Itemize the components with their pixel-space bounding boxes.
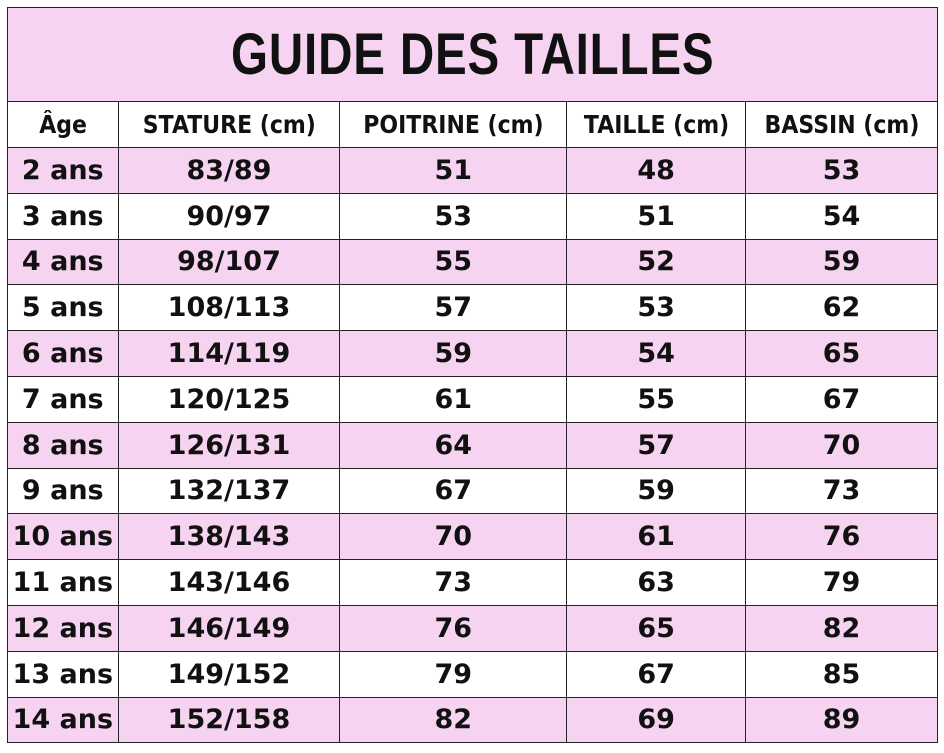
column-header-bassin: BASSIN (cm): [745, 101, 938, 148]
cell-age: 3 ans: [7, 192, 119, 240]
table-row: 5 ans 108/113 57 53 62: [7, 284, 938, 332]
cell-poitrine: 76: [339, 604, 568, 652]
table-row: 4 ans 98/107 55 52 59: [7, 238, 938, 286]
cell-age: 7 ans: [7, 375, 119, 423]
cell-bassin: 59: [745, 238, 938, 286]
table-row: 13 ans 149/152 79 67 85: [7, 650, 938, 698]
cell-poitrine: 57: [339, 284, 568, 332]
cell-age: 14 ans: [7, 696, 119, 744]
cell-poitrine: 55: [339, 238, 568, 286]
cell-taille: 52: [566, 238, 747, 286]
cell-stature: 126/131: [117, 421, 341, 469]
cell-age: 4 ans: [7, 238, 119, 286]
cell-bassin: 54: [745, 192, 938, 240]
column-header-stature: STATURE (cm): [117, 101, 341, 148]
cell-stature: 98/107: [117, 238, 341, 286]
cell-stature: 143/146: [117, 559, 341, 606]
cell-poitrine: 51: [339, 147, 568, 194]
header-row: Âge STATURE (cm) POITRINE (cm) TAILLE (cm) B…: [7, 101, 938, 148]
cell-bassin: 82: [745, 604, 938, 652]
table-row: 11 ans 143/146 73 63 79: [7, 559, 938, 606]
cell-poitrine: 79: [339, 650, 568, 698]
cell-stature: 132/137: [117, 467, 341, 515]
cell-taille: 63: [566, 559, 747, 606]
table-row: 6 ans 114/119 59 54 65: [7, 330, 938, 377]
table-row: 14 ans 152/158 82 69 89: [7, 696, 938, 744]
cell-poitrine: 61: [339, 375, 568, 423]
cell-taille: 69: [566, 696, 747, 744]
cell-taille: 55: [566, 375, 747, 423]
cell-age: 10 ans: [7, 513, 119, 561]
cell-age: 11 ans: [7, 559, 119, 606]
cell-age: 8 ans: [7, 421, 119, 469]
cell-taille: 59: [566, 467, 747, 515]
cell-stature: 108/113: [117, 284, 341, 332]
cell-stature: 120/125: [117, 375, 341, 423]
cell-age: 13 ans: [7, 650, 119, 698]
table-row: 8 ans 126/131 64 57 70: [7, 421, 938, 469]
cell-stature: 114/119: [117, 330, 341, 377]
table-row: 10 ans 138/143 70 61 76: [7, 513, 938, 561]
cell-bassin: 76: [745, 513, 938, 561]
cell-stature: 90/97: [117, 192, 341, 240]
cell-age: 2 ans: [7, 147, 119, 194]
cell-taille: 54: [566, 330, 747, 377]
cell-poitrine: 53: [339, 192, 568, 240]
cell-age: 5 ans: [7, 284, 119, 332]
table-row: 12 ans 146/149 76 65 82: [7, 604, 938, 652]
size-guide-table: GUIDE DES TAILLES Âge STATURE (cm) POITRIN…: [7, 7, 938, 744]
column-header-age: Âge: [7, 101, 119, 148]
cell-poitrine: 67: [339, 467, 568, 515]
cell-taille: 57: [566, 421, 747, 469]
cell-bassin: 89: [745, 696, 938, 744]
cell-stature: 152/158: [117, 696, 341, 744]
cell-poitrine: 59: [339, 330, 568, 377]
cell-bassin: 62: [745, 284, 938, 332]
cell-bassin: 53: [745, 147, 938, 194]
cell-bassin: 65: [745, 330, 938, 377]
table-row: 2 ans 83/89 51 48 53: [7, 147, 938, 194]
cell-poitrine: 70: [339, 513, 568, 561]
cell-poitrine: 73: [339, 559, 568, 606]
column-header-poitrine: POITRINE (cm): [339, 101, 568, 148]
cell-bassin: 73: [745, 467, 938, 515]
cell-bassin: 67: [745, 375, 938, 423]
cell-stature: 149/152: [117, 650, 341, 698]
cell-taille: 65: [566, 604, 747, 652]
cell-taille: 51: [566, 192, 747, 240]
cell-stature: 146/149: [117, 604, 341, 652]
cell-stature: 138/143: [117, 513, 341, 561]
cell-taille: 61: [566, 513, 747, 561]
cell-bassin: 70: [745, 421, 938, 469]
cell-taille: 53: [566, 284, 747, 332]
table-row: 7 ans 120/125 61 55 67: [7, 375, 938, 423]
table-title: GUIDE DES TAILLES: [7, 7, 938, 102]
cell-bassin: 85: [745, 650, 938, 698]
cell-taille: 67: [566, 650, 747, 698]
column-header-taille: TAILLE (cm): [566, 101, 747, 148]
cell-taille: 48: [566, 147, 747, 194]
table-row: 3 ans 90/97 53 51 54: [7, 192, 938, 240]
cell-bassin: 79: [745, 559, 938, 606]
cell-age: 6 ans: [7, 330, 119, 377]
cell-age: 9 ans: [7, 467, 119, 515]
cell-poitrine: 64: [339, 421, 568, 469]
cell-stature: 83/89: [117, 147, 341, 194]
table-row: 9 ans 132/137 67 59 73: [7, 467, 938, 515]
cell-poitrine: 82: [339, 696, 568, 744]
cell-age: 12 ans: [7, 604, 119, 652]
